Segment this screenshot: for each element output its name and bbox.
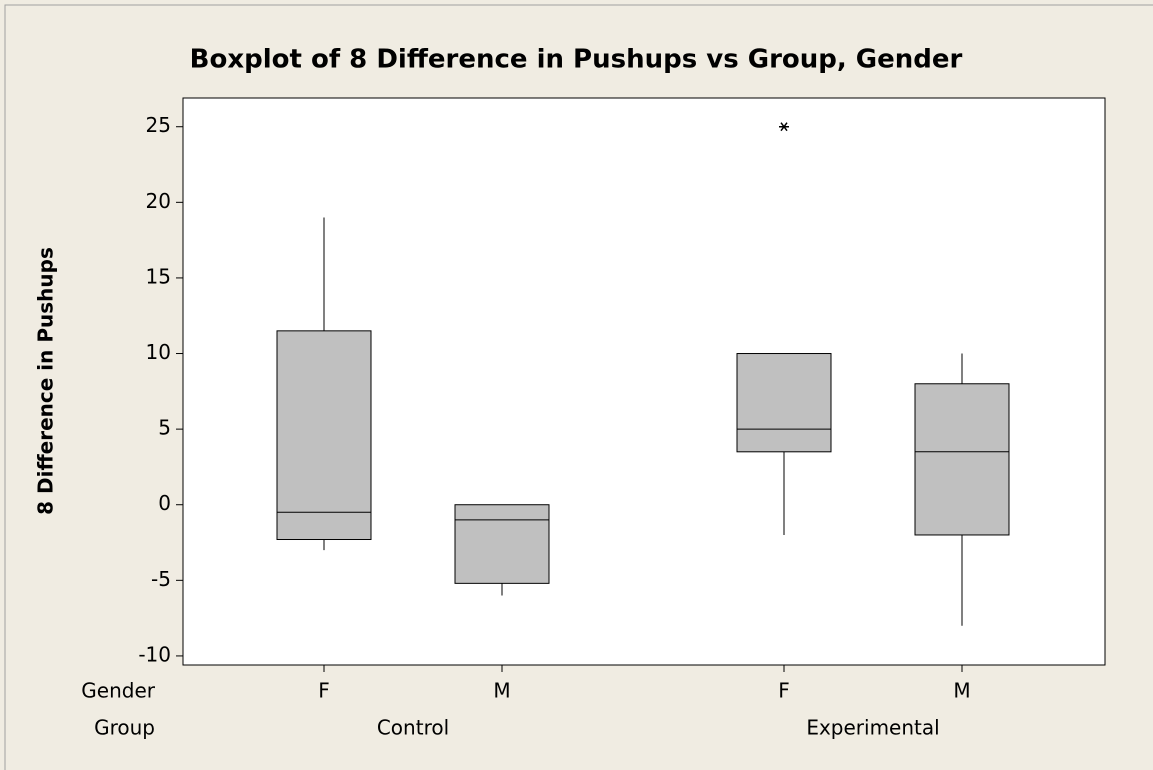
outlier (779, 122, 789, 132)
box (276, 330, 372, 541)
chart-title: Boxplot of 8 Difference in Pushups vs Gr… (190, 45, 963, 75)
x-tick-label: M (493, 679, 510, 703)
box (914, 383, 1010, 536)
y-tick-label: 15 (146, 264, 171, 288)
y-tick-label: 0 (158, 491, 171, 515)
x-tick-label: F (318, 679, 330, 703)
group-label: Control (377, 716, 449, 740)
box (454, 504, 550, 584)
box (736, 353, 832, 453)
group-label: Experimental (806, 716, 939, 740)
y-tick-label: 25 (146, 113, 171, 137)
y-tick-label: 20 (146, 189, 171, 213)
y-axis-label: 8 Difference in Pushups (34, 247, 58, 515)
y-tick-label: -10 (138, 642, 171, 666)
y-tick-label: -5 (151, 567, 171, 591)
row-label: Group (94, 716, 155, 740)
y-tick-label: 10 (146, 340, 171, 364)
row-label: Gender (81, 679, 155, 703)
y-tick-label: 5 (158, 416, 171, 440)
x-tick-label: M (953, 679, 970, 703)
x-tick-label: F (778, 679, 790, 703)
